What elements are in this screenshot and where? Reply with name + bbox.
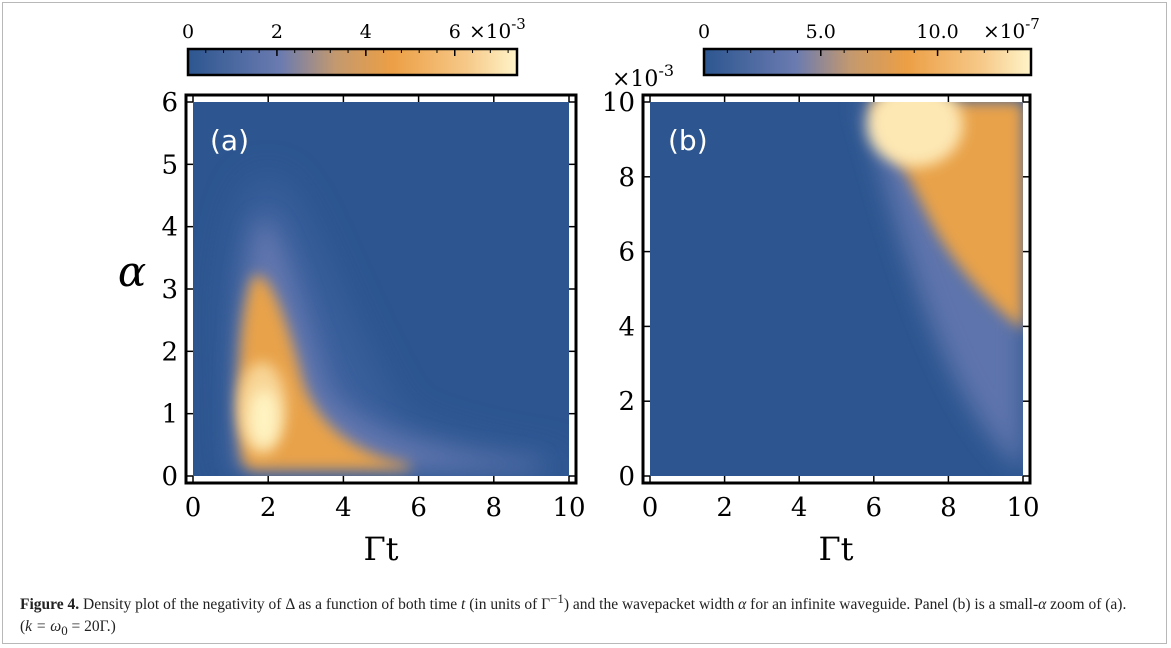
caption-text-5: for an infinite waveguide. Panel (b) is … bbox=[746, 596, 1039, 614]
x-tick-label: 6 bbox=[866, 493, 883, 523]
caption-gamma-exp: −1 bbox=[550, 591, 564, 606]
y-tick-label: 1 bbox=[161, 400, 178, 430]
colorbar-tick-label: 4 bbox=[360, 21, 372, 43]
panel-a: (a) 0 2 4 6 8 10 0 1 2 3 4 5 6 Γt α bbox=[118, 88, 586, 568]
panel-a-y-ticks: 0 1 2 3 4 5 6 bbox=[161, 88, 576, 492]
y-tick-label: 2 bbox=[618, 387, 635, 417]
y-tick-label: 6 bbox=[618, 238, 635, 268]
y-tick-label: 5 bbox=[161, 150, 178, 180]
colorbar-tick-label: 0 bbox=[698, 21, 710, 43]
y-tick-label: 0 bbox=[618, 462, 635, 492]
caption-text-1: Density plot of the negativity of bbox=[79, 596, 286, 614]
colorbar-tick-label: 6 bbox=[449, 21, 461, 43]
x-tick-label: 8 bbox=[940, 493, 957, 523]
panel-b-label: (b) bbox=[668, 124, 708, 157]
caption-eq-sub: 0 bbox=[61, 623, 68, 639]
y-tick-label: 0 bbox=[161, 462, 178, 492]
caption-gamma: Γ bbox=[541, 596, 551, 614]
x-tick-label: 6 bbox=[410, 493, 427, 523]
x-tick-label: 4 bbox=[791, 493, 808, 523]
panel-a-peak bbox=[250, 390, 278, 446]
colorbar-b-ticks: 0 5.0 10.0 bbox=[698, 21, 1032, 56]
colorbar-a: 0 2 4 6 ×10-3 bbox=[182, 15, 526, 77]
x-tick-label: 0 bbox=[642, 493, 659, 523]
colorbar-a-ticks: 0 2 4 6 bbox=[182, 21, 509, 56]
caption-eq-2: = 20Γ bbox=[67, 618, 107, 636]
panel-b: (b) ×10-3 0 2 4 6 8 10 0 2 4 6 8 10 Γt bbox=[602, 61, 1040, 568]
caption-eq: k = ω bbox=[25, 618, 62, 636]
colorbar-tick-label: 0 bbox=[182, 21, 194, 43]
colorbar-b-multiplier: ×10-7 bbox=[983, 15, 1040, 43]
caption-text-4: ) and the wavepacket width bbox=[563, 596, 739, 614]
panel-a-density bbox=[193, 102, 569, 476]
caption-t: t bbox=[461, 596, 466, 614]
y-tick-label: 4 bbox=[161, 213, 178, 243]
caption-alpha: α bbox=[738, 596, 747, 614]
panel-b-density bbox=[650, 102, 1023, 476]
panel-b-xlabel: Γt bbox=[818, 530, 853, 568]
x-tick-label: 10 bbox=[1006, 493, 1039, 523]
panel-b-y-multiplier: ×10-3 bbox=[612, 61, 674, 92]
x-tick-label: 4 bbox=[335, 493, 352, 523]
x-tick-label: 2 bbox=[260, 493, 277, 523]
caption-text-7: .) bbox=[106, 618, 116, 636]
panel-a-label: (a) bbox=[210, 124, 249, 157]
y-tick-label: 10 bbox=[602, 88, 635, 118]
panel-a-xlabel: Γt bbox=[363, 530, 398, 568]
colorbar-b: 0 5.0 10.0 ×10-7 bbox=[698, 15, 1040, 77]
x-tick-label: 8 bbox=[486, 493, 503, 523]
x-tick-label: 2 bbox=[716, 493, 733, 523]
figure-caption: Figure 4. Density plot of the negativity… bbox=[20, 588, 1140, 642]
colorbar-a-gradient bbox=[186, 47, 519, 77]
y-tick-label: 2 bbox=[161, 337, 178, 367]
colorbar-tick-label: 5.0 bbox=[806, 21, 836, 43]
panel-a-x-ticks: 0 2 4 6 8 10 bbox=[185, 95, 586, 523]
x-tick-label: 0 bbox=[185, 493, 202, 523]
caption-alpha-2: α bbox=[1038, 596, 1047, 614]
caption-label: Figure 4. bbox=[20, 596, 80, 614]
panel-a-ylabel: α bbox=[118, 247, 146, 296]
caption-delta: Δ bbox=[285, 596, 295, 614]
colorbar-a-multiplier: ×10-3 bbox=[469, 15, 526, 43]
y-tick-label: 4 bbox=[618, 312, 635, 342]
caption-text-6: zoom of (a). ( bbox=[20, 596, 1127, 636]
panel-b-y-ticks: 0 2 4 6 8 10 bbox=[602, 88, 1030, 492]
y-tick-label: 8 bbox=[618, 163, 635, 193]
x-tick-label: 10 bbox=[552, 493, 585, 523]
colorbar-tick-label: 10.0 bbox=[916, 21, 958, 43]
panel-b-x-ticks: 0 2 4 6 8 10 bbox=[642, 95, 1040, 523]
y-tick-label: 3 bbox=[161, 275, 178, 305]
caption-text-3: (in units of bbox=[465, 596, 542, 614]
y-tick-label: 6 bbox=[161, 88, 178, 118]
caption-text-2: as a function of both time bbox=[294, 596, 462, 614]
panel-b-peak bbox=[867, 102, 963, 167]
colorbar-tick-label: 2 bbox=[271, 21, 283, 43]
